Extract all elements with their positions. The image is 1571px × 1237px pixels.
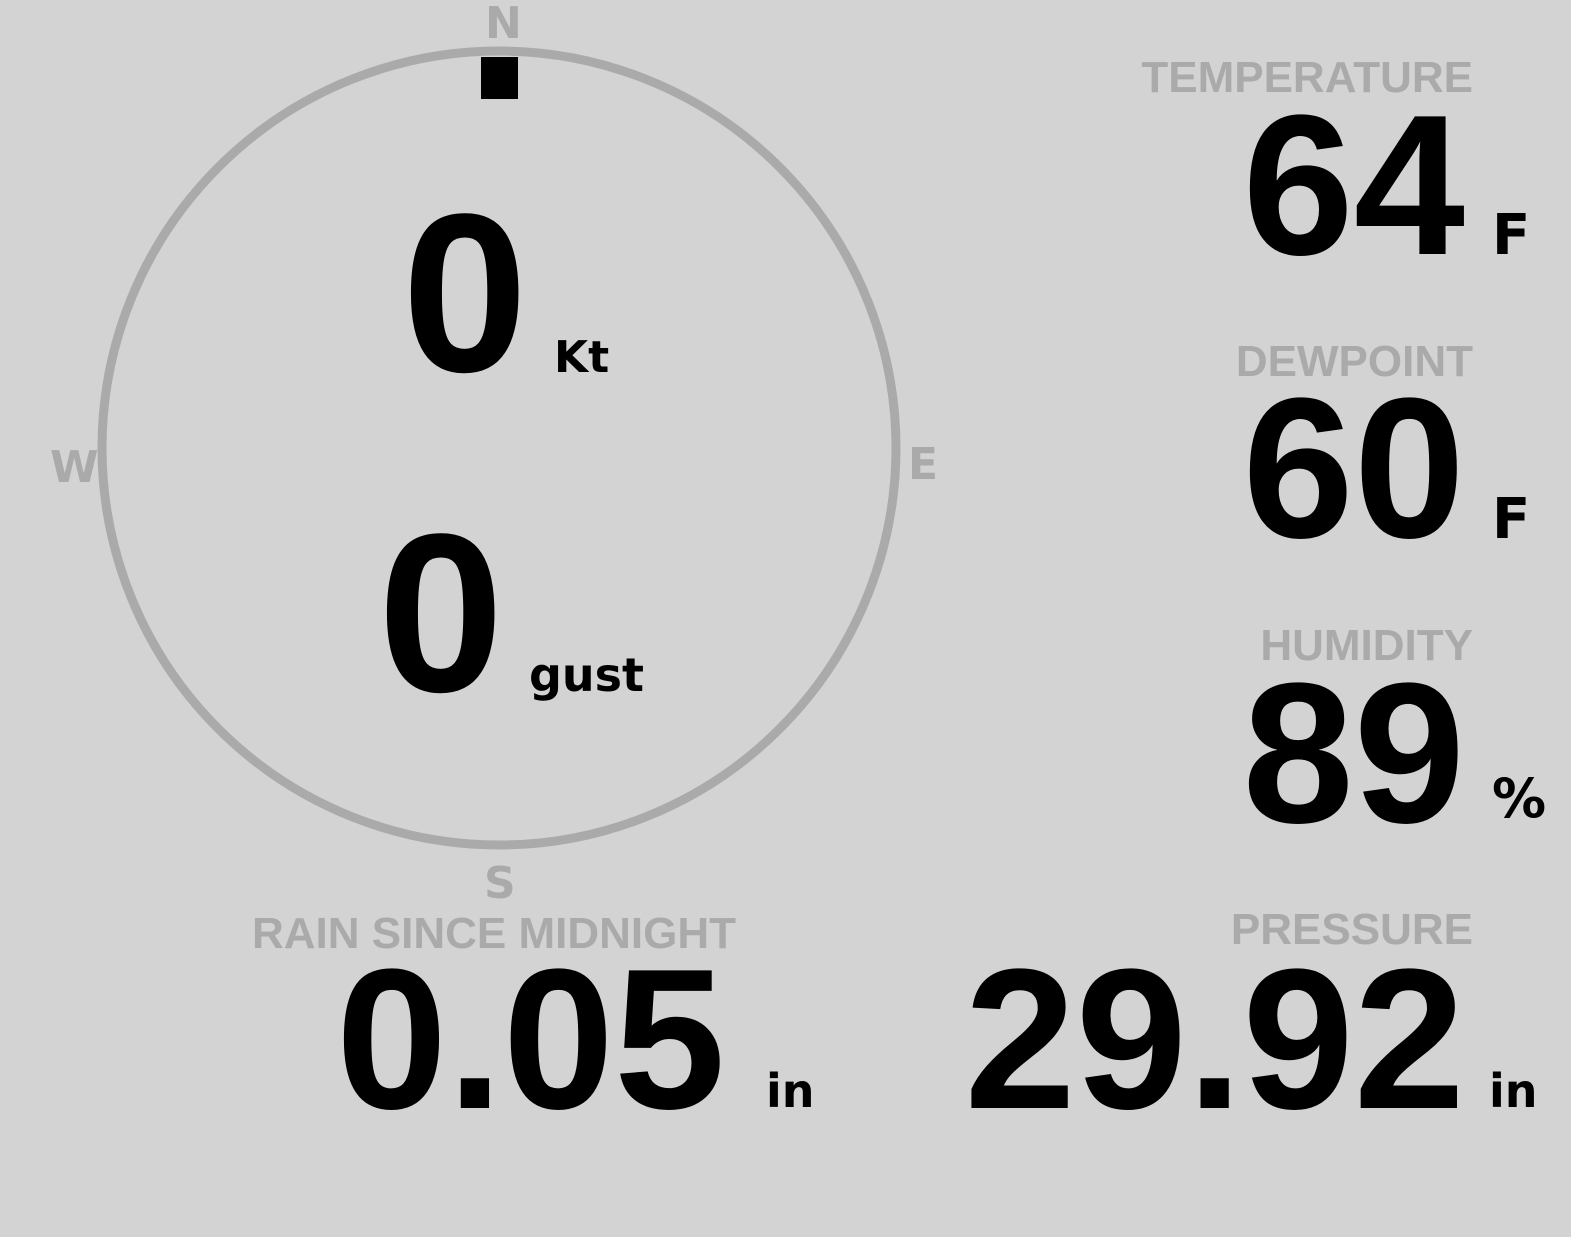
temperature-label: TEMPERATURE [1141,53,1473,102]
wind-direction-indicator [481,57,518,99]
dewpoint-unit: F [1492,487,1531,552]
wind-speed-value: 0 [402,166,528,419]
dewpoint-value: 60 [1242,357,1465,580]
wind-gust-unit: gust [529,648,645,702]
rain-label: RAIN SINCE MIDNIGHT [252,909,736,958]
pressure-value: 29.92 [964,928,1466,1151]
temperature-value: 64 [1242,74,1465,297]
humidity-unit: % [1492,767,1547,830]
rain-value: 0.05 [336,928,726,1151]
pressure-unit: in [1489,1064,1538,1118]
rain-unit: in [766,1064,815,1118]
humidity-label: HUMIDITY [1260,621,1473,670]
humidity-value: 89 [1242,642,1465,865]
temperature-unit: F [1492,203,1531,268]
wind-gust-value: 0 [378,486,504,739]
compass-west-label: W [50,442,99,493]
wind-compass [97,46,901,850]
compass-ring [97,46,901,850]
dewpoint-label: DEWPOINT [1235,337,1473,386]
wind-speed-unit: Kt [554,332,610,383]
compass-north-label: N [485,0,522,49]
pressure-label: PRESSURE [1230,905,1473,954]
compass-east-label: E [908,439,939,490]
compass-south-label: S [484,858,516,909]
